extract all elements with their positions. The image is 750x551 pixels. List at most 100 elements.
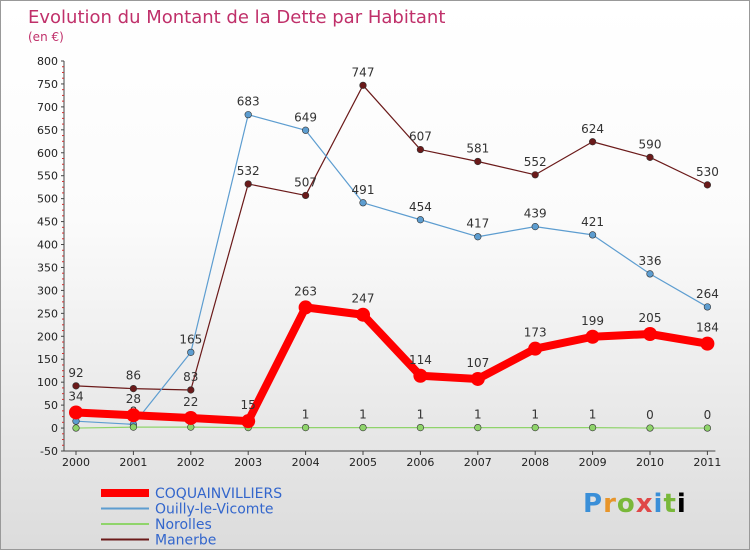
data-point bbox=[646, 153, 654, 161]
data-point bbox=[302, 424, 310, 432]
data-label: 1 bbox=[531, 408, 539, 422]
data-point bbox=[359, 424, 367, 432]
data-label: 552 bbox=[524, 155, 547, 169]
data-point bbox=[298, 300, 313, 315]
data-point bbox=[129, 423, 137, 431]
logo-letter: i bbox=[676, 489, 687, 519]
data-label: 747 bbox=[352, 65, 375, 79]
data-point bbox=[416, 424, 425, 432]
data-point bbox=[588, 424, 597, 432]
data-point bbox=[703, 181, 712, 189]
data-label: 530 bbox=[696, 165, 719, 179]
x-tick-label: 2005 bbox=[349, 456, 377, 469]
x-tick-label: 2008 bbox=[521, 456, 549, 469]
data-label: 205 bbox=[639, 311, 662, 325]
data-point bbox=[588, 231, 597, 239]
data-label: 454 bbox=[409, 200, 432, 214]
series-line bbox=[72, 303, 712, 426]
data-label: 649 bbox=[294, 110, 317, 124]
data-label: 421 bbox=[581, 215, 604, 229]
data-label: 491 bbox=[352, 183, 375, 197]
data-label: 22 bbox=[183, 395, 198, 409]
data-point bbox=[531, 171, 539, 179]
y-tick-label: 200 bbox=[37, 330, 58, 343]
data-label: 532 bbox=[237, 164, 260, 178]
data-label: 83 bbox=[183, 370, 198, 384]
data-label: 607 bbox=[409, 130, 432, 144]
legend-entry: Norolles bbox=[155, 517, 212, 533]
x-tick-label: 2000 bbox=[62, 456, 90, 469]
data-label: 336 bbox=[639, 254, 662, 268]
x-tick-label: 2004 bbox=[292, 456, 320, 469]
data-point bbox=[703, 424, 712, 432]
data-label: 165 bbox=[179, 332, 202, 346]
y-tick-label: 100 bbox=[37, 376, 58, 389]
data-point bbox=[187, 348, 195, 356]
data-label: 624 bbox=[581, 122, 604, 136]
logo-letter: x bbox=[635, 489, 654, 519]
logo-letter: r bbox=[603, 489, 617, 519]
data-label: 590 bbox=[639, 137, 662, 151]
data-point bbox=[302, 191, 310, 200]
data-label: 34 bbox=[68, 389, 83, 403]
y-tick-label: 0 bbox=[51, 422, 58, 435]
y-tick-label: 150 bbox=[37, 353, 58, 366]
data-point bbox=[244, 180, 252, 188]
data-label: 683 bbox=[237, 95, 260, 109]
data-point bbox=[302, 126, 310, 134]
legend-entry: Ouilly-le-Vicomte bbox=[155, 502, 274, 518]
x-tick-label: 2002 bbox=[177, 456, 205, 469]
data-point bbox=[359, 199, 367, 207]
logo-letter: t bbox=[663, 489, 677, 519]
data-point bbox=[700, 336, 715, 351]
data-point bbox=[646, 424, 654, 432]
data-point bbox=[356, 307, 370, 322]
data-point bbox=[531, 223, 539, 231]
y-tick-label: 400 bbox=[37, 239, 58, 252]
data-point bbox=[474, 157, 482, 166]
data-label: 114 bbox=[409, 353, 432, 367]
plot-area: 9286835325077476075815526245905308165683… bbox=[68, 65, 719, 432]
y-tick-label: 50 bbox=[44, 399, 58, 412]
data-label: 247 bbox=[352, 292, 375, 306]
data-label: 92 bbox=[68, 366, 83, 380]
data-label: 264 bbox=[696, 287, 719, 301]
x-tick-label: 2001 bbox=[119, 456, 147, 469]
chart-subtitle: (en €) bbox=[28, 30, 64, 44]
data-label: 507 bbox=[294, 175, 317, 189]
y-tick-label: 600 bbox=[37, 147, 58, 160]
data-label: 199 bbox=[581, 314, 604, 328]
data-point bbox=[413, 368, 428, 383]
chart-title: Evolution du Montant de la Dette par Hab… bbox=[28, 7, 445, 28]
y-tick-label: 250 bbox=[37, 307, 58, 320]
legend-entry: Manerbe bbox=[155, 533, 216, 549]
series-line bbox=[75, 426, 709, 429]
data-point bbox=[528, 341, 543, 356]
data-point bbox=[241, 414, 256, 429]
axes: -500501001502002503003504004505005506006… bbox=[37, 55, 721, 469]
data-point bbox=[585, 329, 600, 344]
legend: COQUAINVILLIERSOuilly-le-VicomteNorolles… bbox=[101, 486, 282, 549]
y-tick-label: 700 bbox=[37, 101, 58, 114]
data-point bbox=[646, 270, 654, 278]
data-label: 1 bbox=[474, 408, 482, 422]
data-label: 1 bbox=[417, 408, 425, 422]
data-point bbox=[126, 408, 141, 423]
y-tick-label: -50 bbox=[40, 445, 58, 458]
series-line bbox=[75, 84, 709, 391]
x-tick-label: 2011 bbox=[693, 456, 721, 469]
data-point bbox=[72, 382, 80, 390]
legend-entry: COQUAINVILLIERS bbox=[155, 486, 282, 502]
data-point bbox=[470, 371, 485, 386]
y-tick-label: 550 bbox=[37, 170, 58, 183]
data-label: 581 bbox=[466, 141, 489, 155]
data-label: 0 bbox=[646, 408, 654, 422]
data-point bbox=[187, 386, 195, 394]
logo-letter: i bbox=[653, 489, 664, 519]
data-point bbox=[416, 145, 425, 154]
data-label: 28 bbox=[126, 392, 141, 406]
data-label: 184 bbox=[696, 321, 719, 335]
logo-letter: o bbox=[616, 489, 636, 519]
